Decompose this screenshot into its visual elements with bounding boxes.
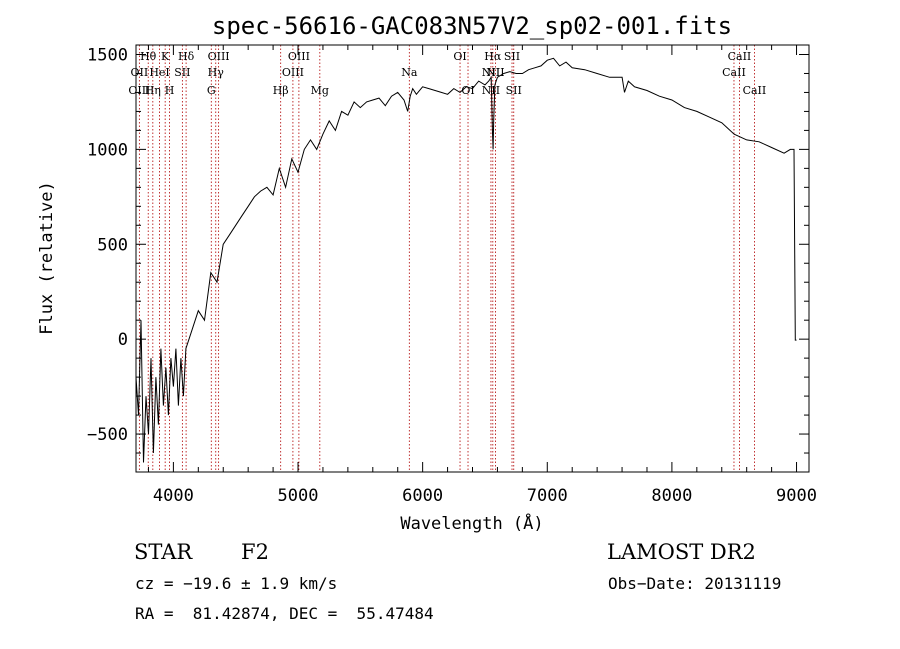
obs-date: Obs−Date: 20131119 (608, 574, 782, 593)
spectral-line-label: Hθ (140, 50, 157, 63)
spectral-line-label: OIII (282, 66, 304, 79)
y-tick-label: 1000 (87, 140, 128, 160)
y-axis-label: Flux (relative) (37, 181, 57, 335)
y-tick-label: −500 (87, 425, 128, 445)
spectral-line-label: Hη (145, 84, 161, 97)
spectral-line-label: OIII (128, 84, 150, 97)
plot-frame (135, 44, 810, 473)
object-subclass: F2 (241, 540, 269, 564)
x-axis-label: Wavelength (Å) (400, 512, 543, 534)
spectral-line-label: SII (174, 66, 190, 79)
x-tick-label: 9000 (776, 486, 817, 506)
spectral-line-label: NII (482, 84, 500, 97)
y-tick-label: 500 (97, 235, 128, 255)
spectral-line-label: NII (482, 66, 500, 79)
spectral-line-label: Hδ (178, 50, 195, 63)
spectral-line-label: CaII (728, 50, 752, 63)
y-tick-label: 0 (118, 330, 128, 350)
spectral-line-label: Hγ (208, 66, 225, 79)
spectral-line-label: SII (506, 84, 522, 97)
spectral-line-label: OII (131, 66, 149, 79)
x-tick-label: 7000 (527, 486, 568, 506)
spectral-line-label: OI (461, 84, 474, 97)
spectral-line-label: CaII (722, 66, 746, 79)
spectral-line-label: HeI (149, 66, 169, 79)
coordinates: RA = 81.42874, DEC = 55.47484 (135, 604, 434, 623)
redshift-text: cz = −19.6 ± 1.9 km/s (135, 574, 338, 593)
spectral-line-label: CaII (743, 84, 767, 97)
spectral-line-label: H (165, 84, 175, 97)
spectral-line-label: Hβ (273, 84, 289, 97)
spectral-line-label: SII (504, 50, 520, 63)
spectral-line-label: Na (401, 66, 418, 79)
spectral-line-label: OIII (288, 50, 310, 63)
spectral-line-label: OI (453, 50, 466, 63)
spectral-line-label: Hα (484, 50, 502, 63)
survey-name: LAMOST DR2 (607, 540, 756, 564)
spectral-line-label: NII (486, 66, 504, 79)
spectral-line-label: G (207, 84, 216, 97)
x-tick-label: 6000 (402, 486, 443, 506)
object-class: STAR (134, 540, 193, 564)
spectrum-line (135, 57, 797, 463)
spectral-line-label: OIII (208, 50, 230, 63)
x-tick-label: 4000 (153, 486, 194, 506)
chart-title: spec-56616-GAC083N57V2_sp02-001.fits (212, 12, 732, 40)
spectral-line-label: Mg (311, 84, 329, 97)
spectral-line-label: K (161, 50, 170, 63)
x-tick-label: 8000 (651, 486, 692, 506)
y-tick-label: 1500 (87, 45, 128, 65)
x-tick-label: 5000 (278, 486, 319, 506)
